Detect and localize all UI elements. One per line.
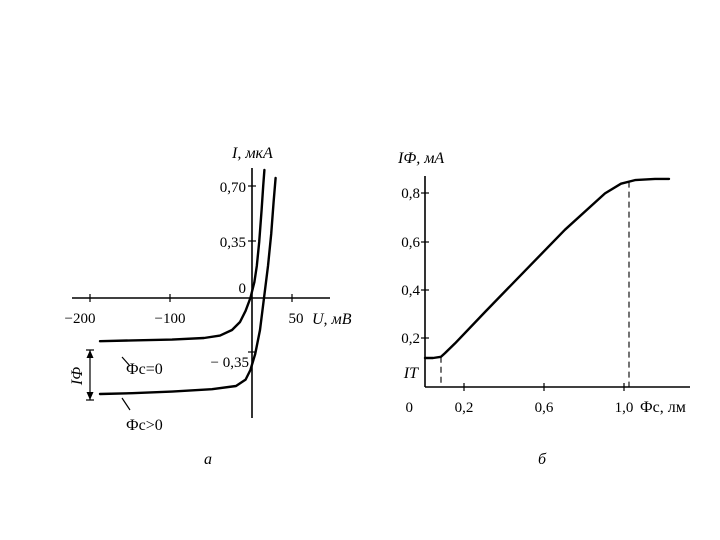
panel-b-ytick-label: 0 bbox=[406, 400, 414, 416]
panel-a-chart: I, мкА 0,70 0,35 0 − 0,35 −200 −100 50 U… bbox=[65, 145, 352, 468]
panel-a-xtick-label: −200 bbox=[65, 311, 96, 327]
panel-b-ytick-label: 0,8 bbox=[401, 186, 420, 202]
panel-a-xlabel: U, мВ bbox=[312, 311, 352, 328]
panel-a-ytick-label: − 0,35 bbox=[211, 355, 249, 371]
legend-phi-zero: Фс=0 bbox=[126, 361, 163, 378]
panel-b-xtick-label: 1,0 bbox=[615, 400, 634, 416]
panel-a-ylabel: I, мкА bbox=[231, 145, 273, 162]
iphi-bracket-label: IФ bbox=[69, 367, 86, 386]
iphi-arrow-down bbox=[86, 392, 94, 400]
panel-a-series-phi-zero bbox=[98, 168, 266, 343]
panel-a-series-phi-positive bbox=[98, 176, 277, 396]
panel-b-ylabel: IФ, мА bbox=[397, 150, 444, 167]
panel-a-ytick-label: 0,70 bbox=[220, 180, 246, 196]
panel-b-ytick-label: IT bbox=[403, 365, 419, 382]
panel-b-chart: IФ, мА 0,8 0,6 0,4 0,2 IT 0 0,2 0,6 1,0 … bbox=[397, 150, 690, 468]
panel-b-xtick-label: 0,2 bbox=[455, 400, 474, 416]
panel-a-xtick-label: 50 bbox=[289, 311, 304, 327]
legend-phi-positive: Фс>0 bbox=[126, 417, 163, 434]
panel-b-ytick-label: 0,4 bbox=[401, 283, 420, 299]
panel-a-ytick-label: 0,35 bbox=[220, 235, 246, 251]
panel-b-xtick-label: 0,6 bbox=[535, 400, 554, 416]
iphi-arrow-up bbox=[86, 350, 94, 358]
panel-b-series-photocurrent bbox=[423, 177, 671, 360]
panel-a-xtick-label: −100 bbox=[155, 311, 186, 327]
panel-b-ytick-label: 0,6 bbox=[401, 235, 420, 251]
legend-leader-phi-zero bbox=[121, 356, 131, 367]
panel-b-ytick-label: 0,2 bbox=[401, 331, 420, 347]
panel-a-label: а bbox=[204, 451, 212, 468]
panel-b-label: б bbox=[538, 451, 547, 468]
legend-leader-phi-positive bbox=[121, 397, 131, 411]
panel-a-ytick-label: 0 bbox=[239, 281, 247, 297]
panel-b-xlabel: Фс, лм bbox=[640, 399, 686, 416]
